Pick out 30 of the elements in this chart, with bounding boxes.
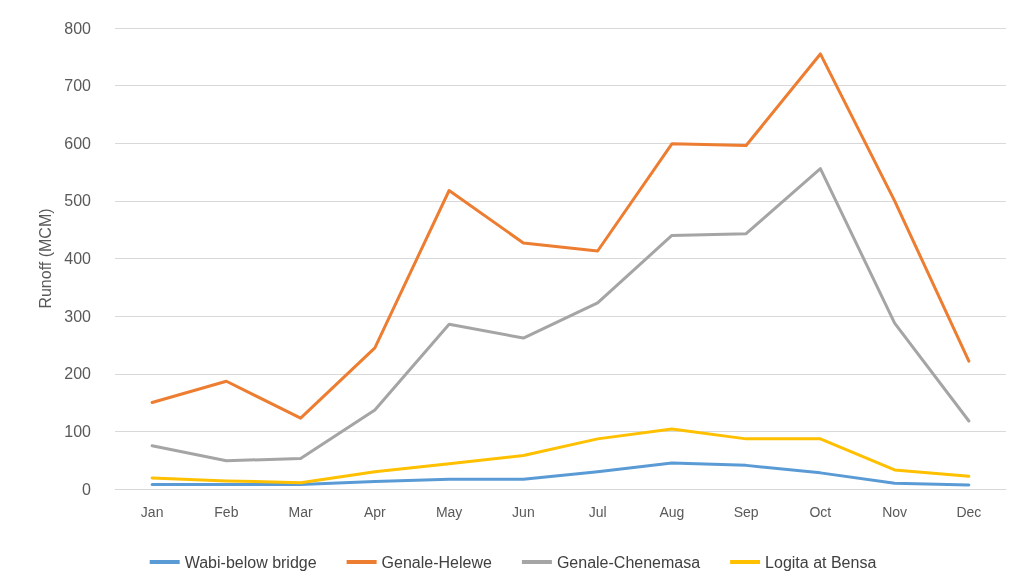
legend-label: Wabi-below bridge bbox=[184, 553, 317, 571]
x-tick-label: Nov bbox=[882, 504, 908, 520]
line-series bbox=[150, 427, 971, 485]
x-tick-label: Jan bbox=[140, 504, 164, 520]
y-tick-label: 300 bbox=[64, 307, 92, 325]
x-tick-label: Jun bbox=[512, 504, 535, 520]
x-tick-label: Oct bbox=[809, 504, 832, 520]
y-axis-title: Runoff (MCM) bbox=[36, 208, 54, 309]
x-tick-label: Aug bbox=[659, 504, 685, 520]
x-tick-label: Feb bbox=[214, 504, 239, 520]
x-tick-label: Sep bbox=[733, 504, 759, 520]
x-tick-label: Jul bbox=[588, 504, 607, 520]
y-tick-label: 500 bbox=[64, 192, 92, 210]
y-tick-label: 0 bbox=[82, 480, 92, 498]
legend-label: Genale-Helewe bbox=[381, 553, 492, 571]
legend-label: Genale-Chenemasa bbox=[556, 553, 701, 571]
x-tick-label: Apr bbox=[363, 504, 387, 520]
y-tick-label: 700 bbox=[64, 77, 92, 95]
y-tick-label: 400 bbox=[64, 250, 92, 267]
x-tick-label: Dec bbox=[956, 504, 982, 520]
y-tick-label: 600 bbox=[64, 134, 92, 152]
line-series bbox=[150, 461, 971, 487]
x-tick-label: May bbox=[435, 504, 463, 520]
legend-label: Logita at Bensa bbox=[765, 553, 877, 571]
line-series bbox=[150, 167, 971, 463]
y-tick-label: 100 bbox=[64, 422, 92, 440]
line-series bbox=[150, 52, 971, 420]
y-tick-label: 800 bbox=[64, 19, 92, 37]
y-tick-label: 200 bbox=[64, 365, 92, 383]
x-tick-label: Mar bbox=[288, 504, 314, 520]
